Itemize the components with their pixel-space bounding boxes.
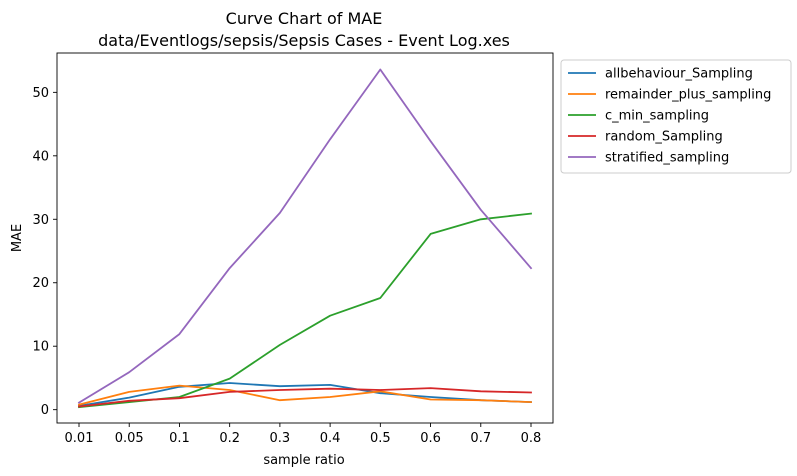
y-tick-label: 30 (32, 213, 49, 228)
legend-label: remainder_plus_sampling (605, 88, 771, 103)
legend: allbehaviour_Sampling remainder_plus_samp… (560, 59, 792, 174)
chart-subtitle: data/Eventlogs/sepsis/Sepsis Cases - Eve… (98, 31, 510, 50)
y-axis-label: MAE (10, 224, 25, 252)
legend-label: stratified_sampling (605, 151, 729, 166)
x-tick-label: 0.1 (169, 431, 190, 446)
legend-label: allbehaviour_Sampling (605, 67, 753, 82)
series-line-remainder_plus_sampling (77, 384, 532, 406)
x-tick-label: 0.6 (420, 431, 441, 446)
legend-label: c_min_sampling (605, 109, 709, 124)
series-line-stratified_sampling (77, 68, 533, 404)
series-line-allbehaviour_Sampling (77, 382, 532, 407)
legend-label: random_Sampling (605, 130, 723, 145)
x-tick-label: 0.01 (65, 431, 94, 446)
x-tick-label: 0.8 (521, 431, 542, 446)
chart-title: Curve Chart of MAE (226, 9, 383, 28)
plot-area: 0.01 0.05 0.1 0.2 0.3 0.4 0.5 0.6 0.7 0.8 0 10 20 30 4… (32, 52, 554, 446)
axes-frame (56, 52, 554, 424)
x-axis-label: sample ratio (263, 453, 344, 468)
x-tick-label: 0.7 (470, 431, 491, 446)
y-tick-label: 10 (32, 340, 49, 355)
x-tick-label: 0.5 (370, 431, 391, 446)
series-line-random_Sampling (78, 387, 532, 408)
y-tick-label: 40 (32, 149, 49, 164)
y-tick-label: 0 (41, 403, 49, 418)
x-tick-label: 0.4 (320, 431, 341, 446)
x-tick-label: 0.2 (219, 431, 240, 446)
x-tick-label: 0.05 (115, 431, 144, 446)
y-tick-label: 20 (32, 276, 49, 291)
x-tick-label: 0.3 (270, 431, 291, 446)
y-tick-label: 50 (32, 86, 49, 101)
legend-box (560, 59, 792, 174)
